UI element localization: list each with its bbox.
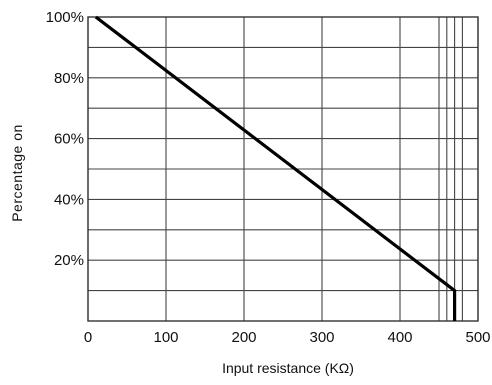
y-tick-label: 100% (46, 9, 84, 26)
y-tick-label: 60% (54, 131, 84, 148)
x-tick-label: 400 (387, 329, 412, 346)
plot-frame (87, 16, 479, 322)
x-tick-label: 200 (231, 329, 256, 346)
x-axis-label: Input resistance (KΩ) (222, 360, 354, 376)
grid (87, 16, 479, 322)
x-tick-label: 100 (153, 329, 178, 346)
y-tick-label: 80% (54, 70, 84, 87)
x-tick-labels: 0 100 200 300 400 500 (84, 329, 491, 346)
series-layer (94, 15, 457, 321)
x-tick-label: 300 (309, 329, 334, 346)
x-tick-label: 0 (84, 329, 92, 346)
y-tick-label: 20% (54, 252, 84, 269)
y-tick-label: 40% (54, 191, 84, 208)
y-axis-label: Percentage on (9, 124, 25, 222)
y-tick-labels: 20% 40% 60% 80% 100% (46, 9, 84, 269)
x-tick-label: 500 (465, 329, 490, 346)
series-line-1 (94, 15, 457, 321)
